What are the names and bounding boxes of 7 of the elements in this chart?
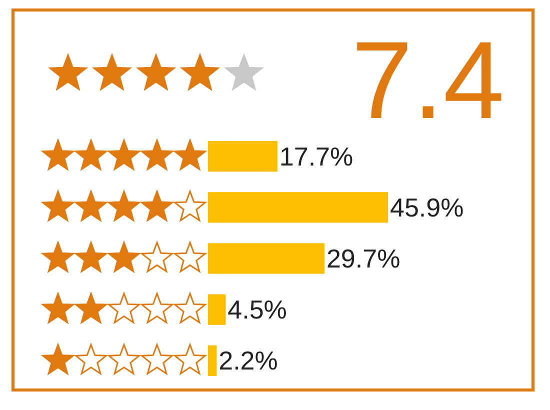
data-label: 29.7% bbox=[326, 244, 400, 274]
chart-title: 7.4 bbox=[352, 19, 504, 142]
data-label: 45.9% bbox=[390, 192, 464, 222]
bar bbox=[208, 345, 217, 376]
data-label: 4.5% bbox=[228, 294, 287, 325]
data-label: 2.2% bbox=[218, 346, 278, 376]
data-label: 17.7% bbox=[279, 141, 354, 172]
